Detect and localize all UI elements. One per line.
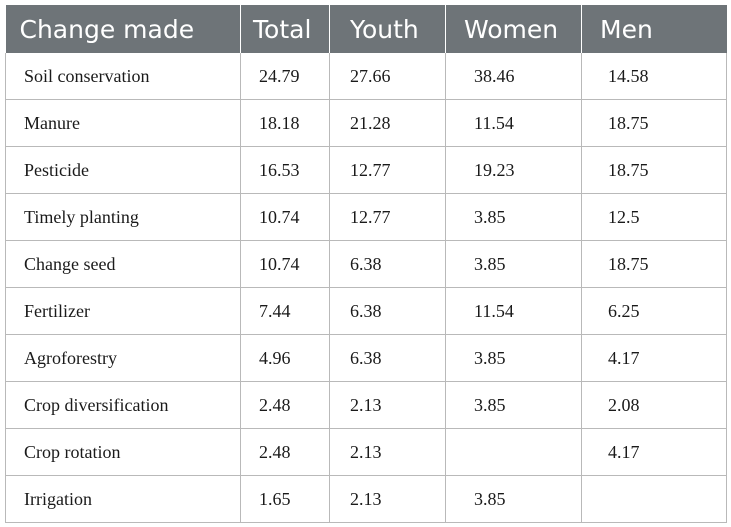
- header-row: Change made Total Youth Women Men: [5, 5, 727, 53]
- row-label: Timely planting: [5, 193, 241, 241]
- cell-youth: 2.13: [329, 428, 446, 476]
- table-body: Soil conservation 24.79 27.66 38.46 14.5…: [5, 53, 727, 523]
- table-header: Change made Total Youth Women Men: [5, 5, 727, 53]
- cell-men: 14.58: [581, 53, 727, 100]
- header-total: Total: [240, 5, 330, 53]
- cell-men: 18.75: [581, 146, 727, 194]
- row-label: Pesticide: [5, 146, 241, 194]
- table-row: Manure 18.18 21.28 11.54 18.75: [5, 99, 727, 147]
- cell-youth: 6.38: [329, 334, 446, 382]
- cell-total: 2.48: [240, 381, 330, 429]
- cell-men: 6.25: [581, 287, 727, 335]
- cell-youth: 6.38: [329, 287, 446, 335]
- table-row: Soil conservation 24.79 27.66 38.46 14.5…: [5, 53, 727, 100]
- cell-men: 4.17: [581, 334, 727, 382]
- cell-women: 11.54: [445, 99, 582, 147]
- table-row: Timely planting 10.74 12.77 3.85 12.5: [5, 193, 727, 241]
- cell-men: 18.75: [581, 99, 727, 147]
- cell-youth: 6.38: [329, 240, 446, 288]
- header-youth: Youth: [329, 5, 446, 53]
- row-label: Soil conservation: [5, 53, 241, 100]
- cell-youth: 27.66: [329, 53, 446, 100]
- row-label: Agroforestry: [5, 334, 241, 382]
- cell-total: 16.53: [240, 146, 330, 194]
- cell-total: 7.44: [240, 287, 330, 335]
- cell-youth: 12.77: [329, 146, 446, 194]
- cell-women: 3.85: [445, 193, 582, 241]
- row-label: Manure: [5, 99, 241, 147]
- table-row: Change seed 10.74 6.38 3.85 18.75: [5, 240, 727, 288]
- data-table-container: Change made Total Youth Women Men Soil c…: [5, 5, 727, 523]
- cell-women: [445, 428, 582, 476]
- cell-women: 38.46: [445, 53, 582, 100]
- table-row: Crop diversification 2.48 2.13 3.85 2.08: [5, 381, 727, 429]
- table-row: Irrigation 1.65 2.13 3.85: [5, 475, 727, 523]
- cell-youth: 2.13: [329, 475, 446, 523]
- cell-total: 4.96: [240, 334, 330, 382]
- header-men: Men: [581, 5, 727, 53]
- cell-men: 12.5: [581, 193, 727, 241]
- cell-total: 18.18: [240, 99, 330, 147]
- cell-youth: 21.28: [329, 99, 446, 147]
- cell-total: 10.74: [240, 240, 330, 288]
- cell-men: 2.08: [581, 381, 727, 429]
- cell-men: [581, 475, 727, 523]
- table-row: Pesticide 16.53 12.77 19.23 18.75: [5, 146, 727, 194]
- cell-total: 1.65: [240, 475, 330, 523]
- table-row: Fertilizer 7.44 6.38 11.54 6.25: [5, 287, 727, 335]
- cell-women: 19.23: [445, 146, 582, 194]
- cell-women: 3.85: [445, 334, 582, 382]
- header-change-made: Change made: [5, 5, 241, 53]
- table-row: Agroforestry 4.96 6.38 3.85 4.17: [5, 334, 727, 382]
- cell-women: 11.54: [445, 287, 582, 335]
- row-label: Crop rotation: [5, 428, 241, 476]
- cell-youth: 12.77: [329, 193, 446, 241]
- cell-men: 18.75: [581, 240, 727, 288]
- cell-total: 10.74: [240, 193, 330, 241]
- header-women: Women: [445, 5, 582, 53]
- row-label: Irrigation: [5, 475, 241, 523]
- cell-youth: 2.13: [329, 381, 446, 429]
- table-row: Crop rotation 2.48 2.13 4.17: [5, 428, 727, 476]
- row-label: Change seed: [5, 240, 241, 288]
- cell-total: 2.48: [240, 428, 330, 476]
- row-label: Fertilizer: [5, 287, 241, 335]
- row-label: Crop diversification: [5, 381, 241, 429]
- changes-table: Change made Total Youth Women Men Soil c…: [5, 5, 727, 523]
- cell-women: 3.85: [445, 381, 582, 429]
- cell-women: 3.85: [445, 475, 582, 523]
- cell-total: 24.79: [240, 53, 330, 100]
- cell-women: 3.85: [445, 240, 582, 288]
- cell-men: 4.17: [581, 428, 727, 476]
